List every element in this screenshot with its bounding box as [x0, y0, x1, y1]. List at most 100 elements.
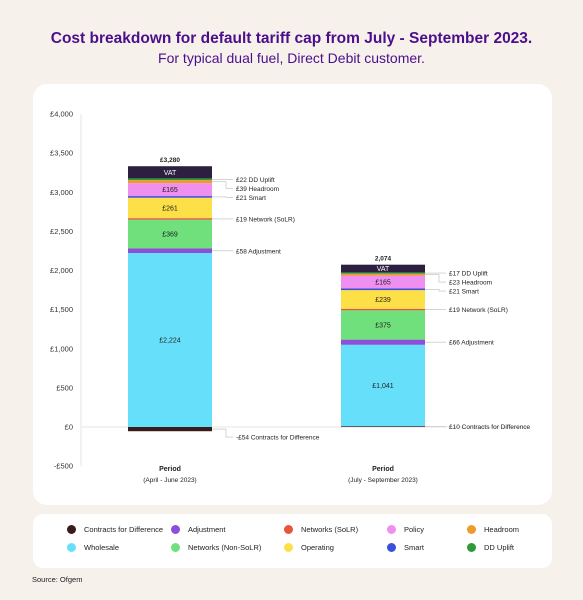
bar-2-category-sublabel: (July - September 2023)	[348, 477, 418, 484]
bar-2-callout-label: £19 Network (SoLR)	[449, 307, 508, 314]
bar-2-segment-operating	[341, 290, 425, 309]
legend-swatch	[284, 525, 293, 534]
bar-2-segment-label: £375	[375, 322, 391, 329]
bar-1-callout-label: £39 Headroom	[236, 186, 279, 193]
bar-1-segment-policy	[128, 183, 212, 197]
bar-2-segment-adjustment	[341, 339, 425, 345]
bar-2-segment-networks-solr	[341, 308, 425, 311]
bar-2-callout-line	[425, 274, 446, 283]
bar-1-callout-label: -£54 Contracts for Difference	[236, 435, 320, 442]
bar-2-segment-contracts-for-difference	[341, 426, 425, 428]
bar-1-segment-vat	[128, 166, 212, 179]
bar-2-segment-label: VAT	[377, 266, 390, 273]
y-tick-label: £4,000	[50, 110, 73, 119]
bar-1-segment-adjustment	[128, 248, 212, 254]
legend-item-policy: Policy	[387, 525, 424, 534]
legend-label: DD Uplift	[484, 543, 515, 552]
bar-2-segment-policy	[341, 275, 425, 289]
bar-2-segment-wholesale	[341, 344, 425, 427]
legend-swatch	[467, 543, 476, 552]
bar-1-callout-label: £22 DD Uplift	[236, 177, 275, 184]
legend-label: Headroom	[484, 525, 520, 534]
bar-1-segment-networks-solr	[128, 218, 212, 220]
stacked-bar-chart: £4,000 £3,500 £3,000 £2,500 £2,000 £1,500 £1,0…	[50, 110, 531, 484]
legend-swatch	[467, 525, 476, 534]
bar-2-callout-label: £17 DD Uplift	[449, 271, 488, 278]
y-tick-label: £3,500	[50, 149, 73, 158]
bar-1-segment-headroom	[128, 180, 212, 184]
bar-2-segment-vat	[341, 264, 425, 273]
bar-1-callout-line	[212, 428, 233, 438]
bar-1-segment-wholesale	[128, 253, 212, 427]
bar-1-callout-label: £19 Network (SoLR)	[236, 216, 295, 223]
legend-label: Networks (Non-SoLR)	[188, 543, 262, 552]
legend-swatch	[67, 525, 76, 534]
legend-swatch	[171, 543, 180, 552]
bar-1-segment-label: £2,224	[159, 338, 181, 345]
bar-1-callout-label: £58 Adjustment	[236, 248, 281, 255]
bar-1-segment-label: VAT	[164, 170, 177, 177]
bar-2-segment-label: £239	[375, 297, 391, 304]
bar-2-callout-line	[425, 288, 446, 292]
bar-1-segment-label: £165	[162, 187, 178, 194]
legend-swatch	[387, 525, 396, 534]
legend-label: Policy	[404, 525, 425, 534]
chart-title: Cost breakdown for default tariff cap fr…	[50, 30, 533, 47]
legend-label: Adjustment	[188, 525, 226, 534]
legend-item-operating: Operating	[284, 543, 334, 552]
legend-swatch	[387, 543, 396, 552]
bar-1-category-label: Period	[159, 466, 181, 473]
bar-2-segment-dd-uplift	[341, 272, 425, 274]
bar-2-segment-label: £1,041	[372, 383, 394, 390]
source-note: Source: Ofgem	[32, 575, 83, 584]
legend-item-wholesale: Wholesale	[67, 543, 119, 552]
legend-item-headroom: Headroom	[467, 525, 519, 534]
legend-label: Contracts for Difference	[84, 525, 164, 534]
y-tick-label: £0	[65, 423, 73, 432]
bar-1-segment-label: £261	[162, 205, 178, 212]
bar-2-segment-label: £165	[375, 280, 391, 287]
legend-swatch	[67, 543, 76, 552]
bar-2-callout-label: £66 Adjustment	[449, 340, 494, 347]
legend-item-dd-uplift: DD Uplift	[467, 543, 514, 552]
legend-item-networks-non-solr: Networks (Non-SoLR)	[171, 543, 261, 552]
legend: Contracts for Difference Adjustment Networ…	[33, 514, 552, 568]
bar-1-segment-label: £369	[162, 232, 178, 239]
bar-2-segment-networks-non-solr	[341, 310, 425, 340]
legend-label: Wholesale	[84, 543, 120, 552]
bar-1-segment-contracts-for-difference	[128, 427, 212, 432]
bar-1-segment-operating	[128, 197, 212, 219]
y-tick-label: £1,500	[50, 305, 73, 314]
bar-2-callout-label: £10 Contracts for Difference	[449, 424, 531, 431]
chart-subtitle: For typical dual fuel, Direct Debit cust…	[158, 50, 425, 66]
legend-item-networks-solr: Networks (SoLR)	[284, 525, 358, 534]
legend-item-smart: Smart	[387, 543, 424, 552]
bar-2-category-label: Period	[372, 466, 394, 473]
bar-1-category-sublabel: (April - June 2023)	[143, 477, 196, 484]
bar-2-total-label: 2,074	[375, 256, 392, 263]
legend-label: Networks (SoLR)	[301, 525, 359, 534]
legend-swatch	[171, 525, 180, 534]
y-tick-label: £2,500	[50, 227, 73, 236]
legend-item-contracts-for-difference: Contracts for Difference	[67, 525, 163, 534]
bar-1-segment-networks-non-solr	[128, 219, 212, 249]
bar-2-segment-headroom	[341, 273, 425, 276]
legend-label: Smart	[404, 543, 425, 552]
y-tick-label: £500	[56, 383, 73, 392]
bar-1-callout-line	[212, 181, 233, 189]
y-tick-label: £2,000	[50, 266, 73, 275]
legend-swatch	[284, 543, 293, 552]
y-tick-label: £3,000	[50, 188, 73, 197]
bar-1-segment-smart	[128, 196, 212, 198]
legend-label: Operating	[301, 543, 334, 552]
bar-2-callout-label: £23 Headroom	[449, 280, 492, 287]
y-tick-label: -£500	[54, 462, 73, 471]
bar-2-callout-label: £21 Smart	[449, 289, 479, 296]
y-tick-label: £1,000	[50, 344, 73, 353]
bar-2-segment-smart	[341, 288, 425, 291]
bar-1-callout-label: £21 Smart	[236, 195, 266, 202]
bar-1-segment-dd-uplift	[128, 178, 212, 181]
legend-item-adjustment: Adjustment	[171, 525, 226, 534]
chart-panel: £4,000 £3,500 £3,000 £2,500 £2,000 £1,500 £1,0…	[33, 84, 552, 505]
bar-1-total-label: £3,280	[160, 157, 180, 164]
